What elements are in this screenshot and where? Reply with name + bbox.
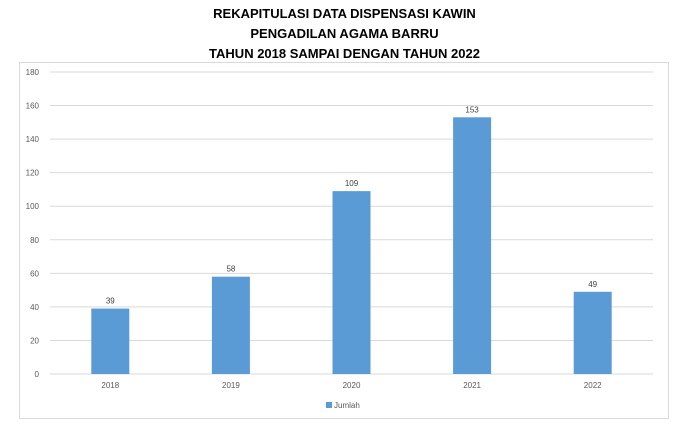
x-tick-label-2022: 2022 (584, 381, 602, 390)
bar-2022 (573, 291, 612, 374)
data-label-2021: 153 (465, 105, 479, 114)
y-tick-label: 180 (26, 68, 40, 77)
y-tick-label: 60 (30, 269, 39, 278)
x-tick-label-2018: 2018 (101, 381, 119, 390)
legend-swatch (326, 402, 332, 408)
data-label-2018: 39 (106, 297, 115, 306)
bar-2018 (91, 308, 130, 374)
y-tick-label: 120 (26, 169, 40, 178)
y-tick-label: 80 (30, 236, 39, 245)
y-tick-label: 100 (26, 202, 40, 211)
legend-label: Jumlah (334, 401, 360, 410)
bar-2020 (332, 191, 371, 374)
y-tick-label: 0 (35, 370, 40, 379)
title-line-3: TAHUN 2018 SAMPAI DENGAN TAHUN 2022 (209, 46, 480, 61)
y-axis-ticks: 0 20 40 60 80 100 120 140 160 180 (26, 68, 40, 379)
x-axis-ticks: 2018 2019 2020 2021 2022 (101, 381, 602, 390)
bars (91, 117, 612, 375)
x-tick-label-2020: 2020 (343, 381, 361, 390)
chart-title: REKAPITULASI DATA DISPENSASI KAWIN PENGA… (0, 4, 689, 64)
bar-2019 (211, 276, 250, 374)
y-tick-label: 140 (26, 135, 40, 144)
y-tick-label: 160 (26, 102, 40, 111)
x-tick-label-2019: 2019 (222, 381, 240, 390)
data-label-2022: 49 (588, 280, 597, 289)
chart-area (19, 62, 669, 419)
data-labels: 39 58 109 153 49 (106, 105, 598, 305)
y-tick-label: 20 (30, 336, 39, 345)
legend: Jumlah (326, 401, 360, 410)
title-line-1: REKAPITULASI DATA DISPENSASI KAWIN (213, 6, 476, 21)
data-label-2020: 109 (345, 179, 359, 188)
title-line-2: PENGADILAN AGAMA BARRU (250, 26, 439, 41)
y-tick-label: 40 (30, 303, 39, 312)
data-label-2019: 58 (226, 265, 235, 274)
x-tick-label-2021: 2021 (463, 381, 481, 390)
bar-2021 (453, 117, 492, 375)
